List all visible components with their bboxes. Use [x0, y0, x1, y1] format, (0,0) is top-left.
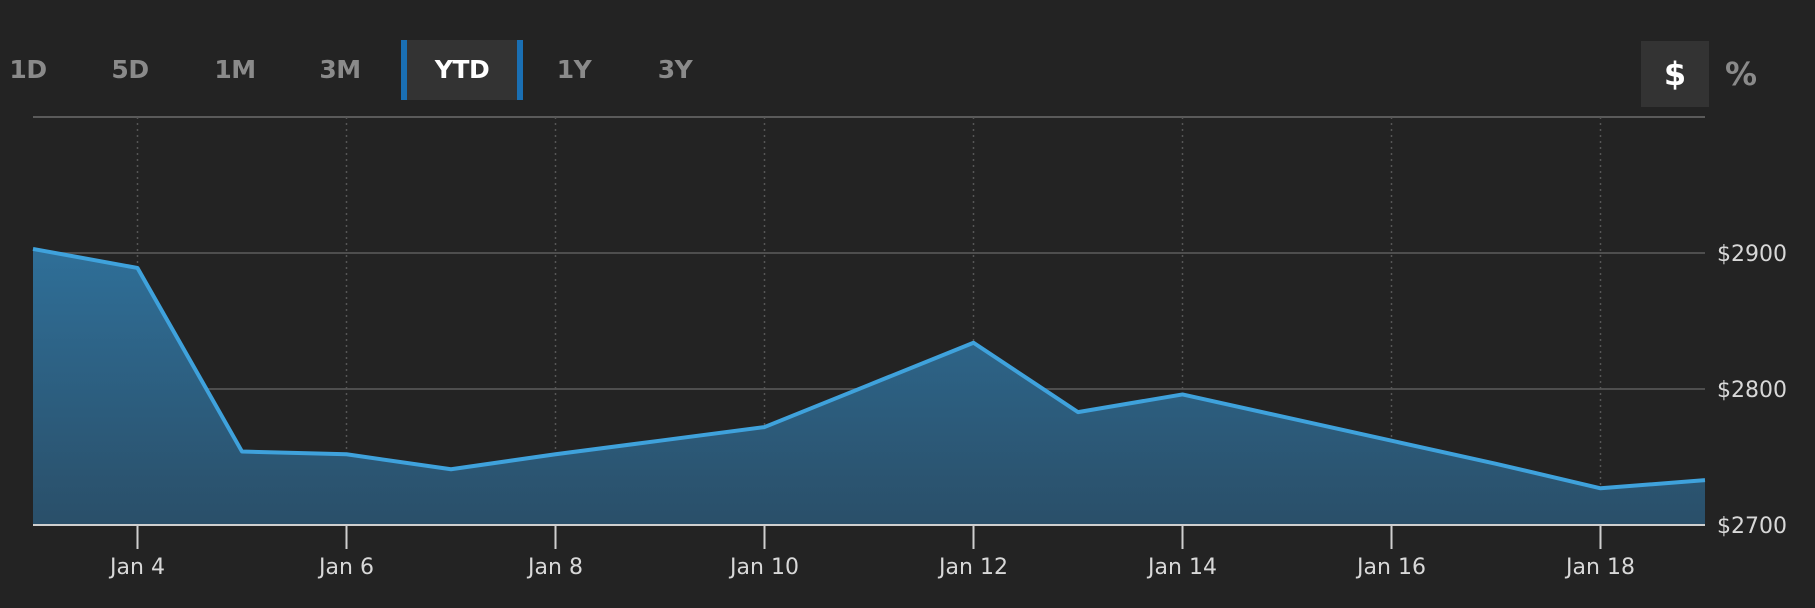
- x-tick-label: Jan 18: [1564, 555, 1635, 580]
- y-tick-label: $2800: [1717, 378, 1787, 403]
- tab-5d[interactable]: 5D: [111, 55, 149, 84]
- tab-3m[interactable]: 3M: [319, 55, 361, 84]
- tab-1m[interactable]: 1M: [214, 55, 256, 84]
- unit-toggle: $ %: [1641, 41, 1761, 107]
- series-line: [32, 246, 1706, 491]
- tick-labels: Jan 4 Jan 6 Jan 8 Jan 10 Jan 12 Jan 14 Jan 16 J…: [108, 242, 1787, 580]
- area-layer: [32, 246, 1706, 526]
- tab-ytd[interactable]: YTD: [401, 40, 523, 100]
- x-tick-label: Jan 10: [728, 555, 799, 580]
- y-tick-label: $2700: [1717, 514, 1787, 539]
- x-tick-label: Jan 6: [317, 555, 374, 580]
- dollar-button[interactable]: $: [1641, 41, 1709, 107]
- axes: [33, 524, 1705, 549]
- grid: [33, 116, 1705, 525]
- tab-3y[interactable]: 3Y: [657, 55, 693, 84]
- percent-button[interactable]: %: [1724, 55, 1758, 93]
- x-tick-label: Jan 16: [1355, 555, 1426, 580]
- x-tick-label: Jan 12: [937, 555, 1008, 580]
- x-tick-label: Jan 4: [108, 555, 165, 580]
- tab-1d[interactable]: 1D: [9, 55, 47, 84]
- y-tick-label: $2900: [1717, 242, 1787, 267]
- x-tick-label: Jan 8: [526, 555, 583, 580]
- tab-1y[interactable]: 1Y: [556, 55, 592, 84]
- x-tick-label: Jan 14: [1146, 555, 1217, 580]
